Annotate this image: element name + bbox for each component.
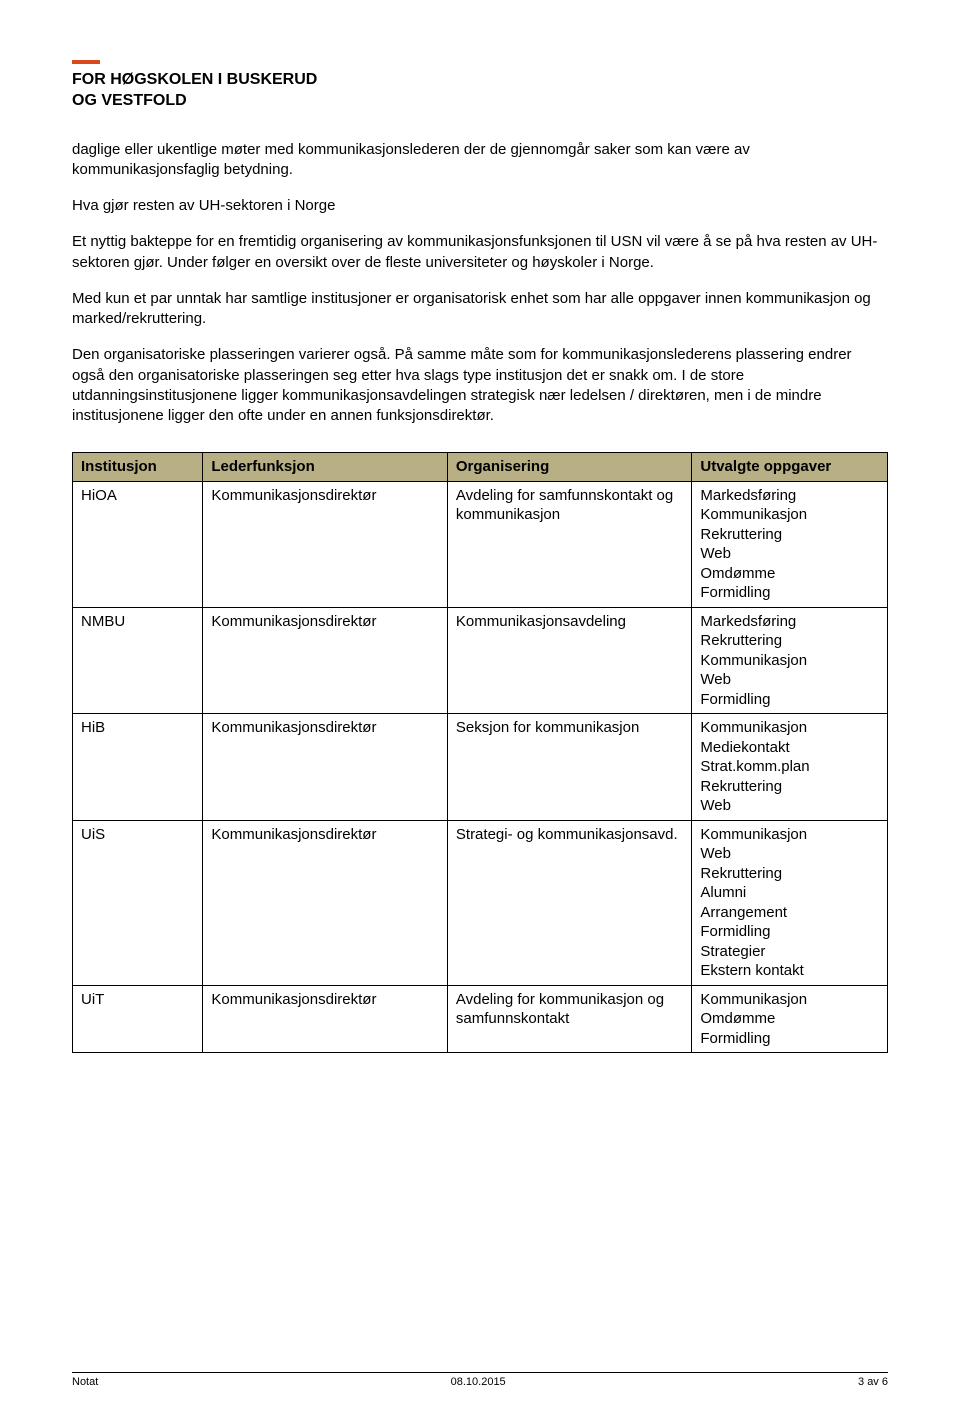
header-line1: FOR HØGSKOLEN I BUSKERUD bbox=[72, 70, 888, 91]
table-header-cell: Lederfunksjon bbox=[203, 453, 448, 482]
table-cell: Kommunikasjonsdirektør bbox=[203, 607, 448, 714]
table-body: HiOAKommunikasjonsdirektørAvdeling for s… bbox=[73, 481, 888, 1053]
body-text: daglige eller ukentlige møter med kommun… bbox=[72, 140, 888, 427]
table-cell: Kommunikasjonsdirektør bbox=[203, 481, 448, 607]
table-cell: Avdeling for samfunnskontakt og kommunik… bbox=[447, 481, 692, 607]
table-row: HiBKommunikasjonsdirektørSeksjon for kom… bbox=[73, 714, 888, 821]
table-header-cell: Institusjon bbox=[73, 453, 203, 482]
table-container: InstitusjonLederfunksjonOrganiseringUtva… bbox=[72, 452, 888, 1053]
table-cell: UiS bbox=[73, 820, 203, 985]
table-cell: Kommunikasjon Omdømme Formidling bbox=[692, 985, 888, 1053]
table-cell: Kommunikasjonsavdeling bbox=[447, 607, 692, 714]
doc-header: FOR HØGSKOLEN I BUSKERUD OG VESTFOLD bbox=[72, 70, 888, 112]
table-cell: UiT bbox=[73, 985, 203, 1053]
table-row: HiOAKommunikasjonsdirektørAvdeling for s… bbox=[73, 481, 888, 607]
table-cell: Avdeling for kommunikasjon og samfunnsko… bbox=[447, 985, 692, 1053]
table-cell: Kommunikasjonsdirektør bbox=[203, 820, 448, 985]
intro-paragraph: daglige eller ukentlige møter med kommun… bbox=[72, 140, 888, 181]
paragraph-4: Den organisatoriske plasseringen variere… bbox=[72, 345, 888, 426]
table-cell: Markedsføring Rekruttering Kommunikasjon… bbox=[692, 607, 888, 714]
table-cell: Seksjon for kommunikasjon bbox=[447, 714, 692, 821]
footer-right: 3 av 6 bbox=[858, 1375, 888, 1390]
table-row: NMBUKommunikasjonsdirektørKommunikasjons… bbox=[73, 607, 888, 714]
table-cell: Kommunikasjonsdirektør bbox=[203, 985, 448, 1053]
table-cell: Strategi- og kommunikasjonsavd. bbox=[447, 820, 692, 985]
accent-bar bbox=[72, 60, 100, 64]
header-line2: OG VESTFOLD bbox=[72, 91, 888, 112]
table-cell: HiOA bbox=[73, 481, 203, 607]
table-cell: HiB bbox=[73, 714, 203, 821]
paragraph-3: Med kun et par unntak har samtlige insti… bbox=[72, 289, 888, 330]
table-header-cell: Utvalgte oppgaver bbox=[692, 453, 888, 482]
paragraph-2: Et nyttig bakteppe for en fremtidig orga… bbox=[72, 232, 888, 273]
table-header-cell: Organisering bbox=[447, 453, 692, 482]
footer-left: Notat bbox=[72, 1375, 98, 1390]
table-cell: Kommunikasjonsdirektør bbox=[203, 714, 448, 821]
table-cell: NMBU bbox=[73, 607, 203, 714]
table-cell: Markedsføring Kommunikasjon Rekruttering… bbox=[692, 481, 888, 607]
footer-center: 08.10.2015 bbox=[451, 1375, 506, 1390]
institutions-table: InstitusjonLederfunksjonOrganiseringUtva… bbox=[72, 452, 888, 1053]
table-row: UiTKommunikasjonsdirektørAvdeling for ko… bbox=[73, 985, 888, 1053]
table-header-row: InstitusjonLederfunksjonOrganiseringUtva… bbox=[73, 453, 888, 482]
table-cell: Kommunikasjon Mediekontakt Strat.komm.pl… bbox=[692, 714, 888, 821]
table-cell: Kommunikasjon Web Rekruttering Alumni Ar… bbox=[692, 820, 888, 985]
page-footer: Notat 08.10.2015 3 av 6 bbox=[72, 1372, 888, 1390]
table-row: UiSKommunikasjonsdirektørStrategi- og ko… bbox=[73, 820, 888, 985]
subheading: Hva gjør resten av UH-sektoren i Norge bbox=[72, 196, 888, 216]
